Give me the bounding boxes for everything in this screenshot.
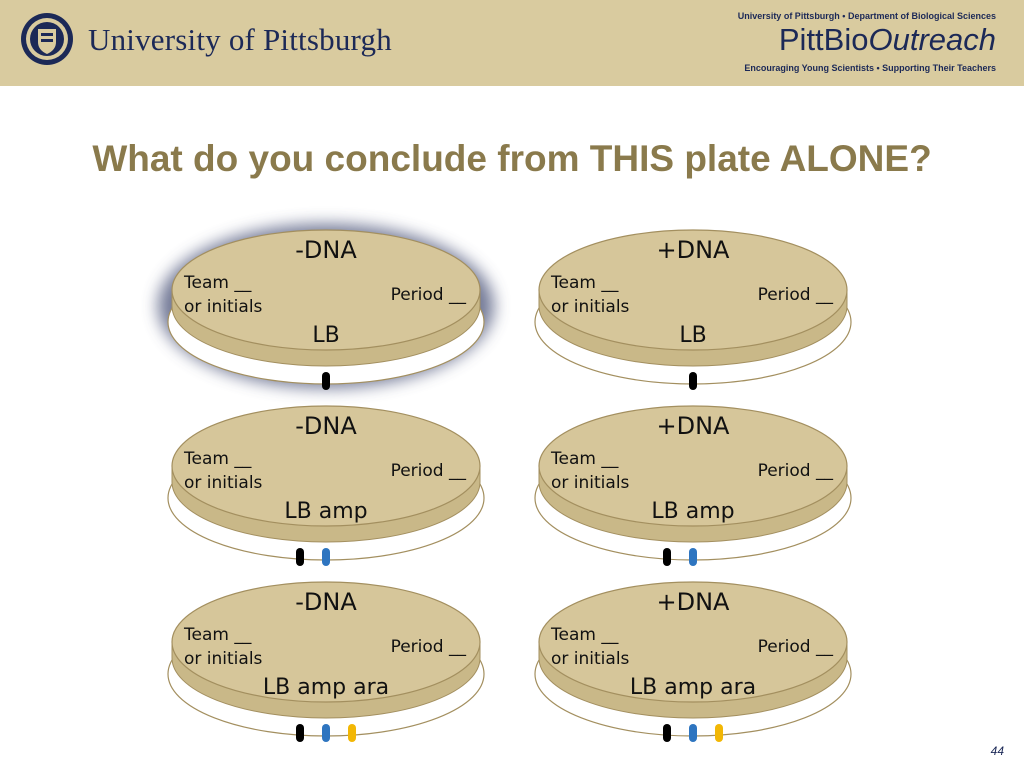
- department-line: University of Pittsburgh • Department of…: [737, 11, 996, 21]
- plate-dna-label: +DNA: [657, 412, 731, 440]
- university-seal-icon: [21, 13, 73, 65]
- plate-team-label: Team __: [183, 625, 252, 645]
- plate-medium-label: LB amp: [651, 499, 734, 524]
- plate-initials-label: or initials: [184, 473, 263, 493]
- pittbio-outreach-logo: PittBioOutreach: [779, 22, 996, 58]
- slide-title: What do you conclude from THIS plate ALO…: [92, 138, 932, 179]
- plate-initials-label: or initials: [184, 297, 263, 317]
- plate-period-label: Period __: [758, 637, 834, 657]
- plate-initials-label: or initials: [184, 649, 263, 669]
- plate-initials-label: or initials: [551, 649, 630, 669]
- plate-dot-yellow: [715, 724, 723, 742]
- agar-top: [538, 405, 848, 527]
- plate-initials-label: or initials: [551, 473, 630, 493]
- plate-team-label: Team __: [550, 625, 619, 645]
- plate-dot-yellow: [348, 724, 356, 742]
- plate-dot-blue: [689, 724, 697, 742]
- plate-dot-black: [663, 548, 671, 566]
- petri-plate: -DNA Team __or initials Period __ LB amp: [167, 405, 485, 566]
- plate-medium-label: LB: [679, 323, 706, 348]
- page-number: 44: [990, 744, 1004, 758]
- plate-medium-label: LB amp ara: [263, 675, 389, 700]
- plate-initials-label: or initials: [551, 297, 630, 317]
- plate-dot-black: [296, 548, 304, 566]
- plate-dot-blue: [322, 548, 330, 566]
- logo-pittbio: PittBio: [778, 22, 869, 57]
- plate-dot-black: [663, 724, 671, 742]
- petri-plate: +DNA Team __or initials Period __ LB amp: [534, 405, 852, 566]
- plate-team-label: Team __: [183, 273, 252, 293]
- plate-dna-label: -DNA: [295, 588, 357, 616]
- petri-plate: -DNA Team __or initials Period __LB amp ar…: [167, 581, 485, 742]
- plate-team-label: Team __: [550, 273, 619, 293]
- plate-dna-label: +DNA: [657, 236, 731, 264]
- plate-team-label: Team __: [183, 449, 252, 469]
- agar-top: [538, 229, 848, 351]
- plate-dot-black: [322, 372, 330, 390]
- plate-medium-label: LB: [312, 323, 339, 348]
- petri-plate: -DNA Team __or initials Period __ LB: [158, 224, 494, 390]
- agar-top: [171, 581, 481, 703]
- petri-plate: +DNA Team __or initials Period __ LB: [534, 229, 852, 390]
- logo-outreach: Outreach: [868, 22, 996, 57]
- plate-dna-label: +DNA: [657, 588, 731, 616]
- plate-dot-blue: [322, 724, 330, 742]
- header-banner: University of Pittsburgh University of P…: [0, 0, 1024, 86]
- plate-dot-blue: [689, 548, 697, 566]
- agar-top: [171, 229, 481, 351]
- plate-dna-label: -DNA: [295, 412, 357, 440]
- plate-period-label: Period __: [758, 461, 834, 481]
- plate-period-label: Period __: [391, 285, 467, 305]
- agar-top: [538, 581, 848, 703]
- agar-top: [171, 405, 481, 527]
- plate-period-label: Period __: [391, 461, 467, 481]
- tagline: Encouraging Young Scientists • Supportin…: [744, 63, 996, 73]
- plate-period-label: Period __: [758, 285, 834, 305]
- plate-dot-black: [689, 372, 697, 390]
- plate-medium-label: LB amp: [284, 499, 367, 524]
- plate-dna-label: -DNA: [295, 236, 357, 264]
- university-name: University of Pittsburgh: [88, 22, 392, 57]
- plate-dot-black: [296, 724, 304, 742]
- plate-period-label: Period __: [391, 637, 467, 657]
- plate-team-label: Team __: [550, 449, 619, 469]
- plate-medium-label: LB amp ara: [630, 675, 756, 700]
- petri-plate: +DNA Team __or initials Period __LB amp ar…: [534, 581, 852, 742]
